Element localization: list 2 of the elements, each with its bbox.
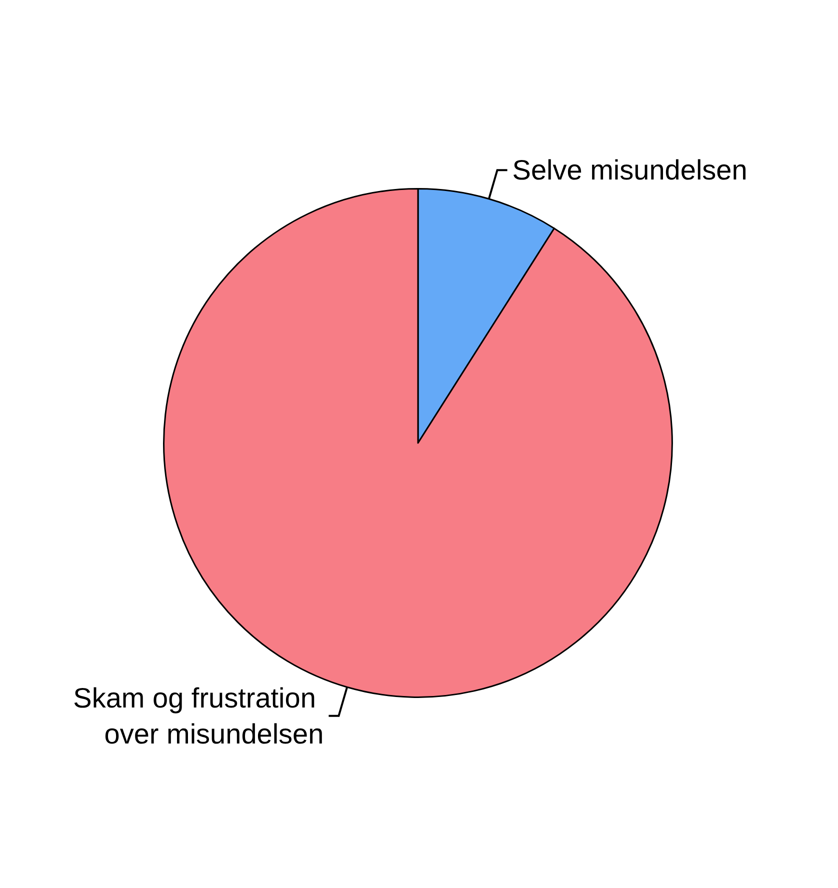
- slice-label: Selve misundelsen: [512, 154, 748, 186]
- slice-label: Skam og frustration over misundelsen: [73, 682, 324, 750]
